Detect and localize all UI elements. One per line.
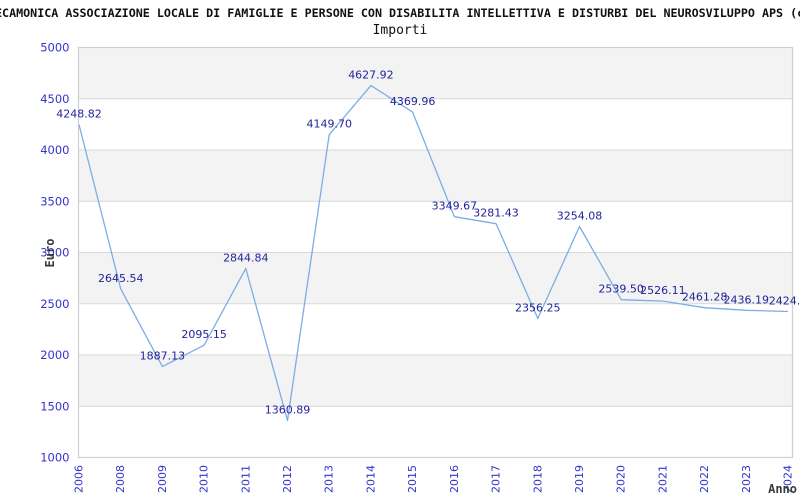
y-tick-label: 4500 (40, 92, 69, 106)
y-tick-label: 5000 (40, 41, 69, 55)
x-tick-label: 2022 (698, 465, 711, 493)
point-value-label: 4369.96 (390, 95, 436, 108)
y-tick-label: 4000 (40, 143, 69, 157)
plot-frame (77, 46, 794, 459)
y-tick-label: 2000 (40, 348, 69, 362)
y-tick-label: 1000 (40, 451, 69, 465)
x-tick-label: 2016 (448, 465, 461, 493)
point-value-label: 4149.70 (306, 118, 352, 131)
point-value-label: 2645.54 (98, 272, 144, 285)
plot-band (78, 252, 793, 304)
x-tick-label: 2014 (364, 465, 377, 493)
x-tick-label: 2008 (114, 465, 127, 493)
plot-band (78, 303, 793, 355)
x-tick-label: 2017 (490, 465, 503, 493)
report-title: ECAMONICA ASSOCIAZIONE LOCALE DI FAMIGLI… (0, 6, 800, 20)
x-tick-label: 2021 (656, 465, 669, 493)
series-line (78, 84, 789, 422)
x-tick-label: 2011 (239, 465, 252, 493)
y-axis-label: Euro (43, 238, 57, 268)
x-tick-label: 2020 (615, 465, 628, 493)
x-tick-label: 2010 (198, 465, 211, 493)
plot-band (78, 98, 793, 150)
x-tick-label: 2009 (156, 465, 169, 493)
plot-band (78, 47, 793, 99)
x-tick-label: 2023 (740, 465, 753, 493)
plot-band (78, 201, 793, 253)
point-value-label: 2356.25 (515, 301, 561, 314)
x-tick-label: 2018 (531, 465, 544, 493)
y-tick-label: 3500 (40, 194, 69, 208)
point-value-label: 4248.82 (56, 107, 102, 120)
point-value-label: 3281.43 (473, 207, 519, 220)
plot-band (78, 150, 793, 202)
x-axis-label: Anno (768, 482, 797, 496)
point-value-label: 2461.28 (682, 291, 728, 304)
y-tick-label: 2500 (40, 297, 69, 311)
point-value-label: 3349.67 (432, 200, 478, 213)
point-value-label: 2424.7 (769, 294, 800, 307)
x-tick-label: 2019 (573, 465, 586, 493)
x-tick-label: 2013 (323, 465, 336, 493)
point-value-label: 4627.92 (348, 69, 394, 82)
point-value-label: 2844.84 (223, 251, 269, 264)
point-value-label: 1887.13 (140, 350, 186, 363)
point-value-label: 2526.11 (640, 284, 686, 297)
plot-band (78, 406, 793, 458)
chart-title: Importi (372, 23, 428, 38)
x-tick-label: 2015 (406, 465, 419, 493)
y-tick-label: 1500 (40, 399, 69, 413)
point-value-label: 3254.08 (557, 209, 603, 222)
point-value-label: 2539.50 (598, 283, 644, 296)
x-tick-label: 2012 (281, 465, 294, 493)
plot-band (78, 355, 793, 407)
y-tick-label: 3000 (40, 246, 69, 260)
point-value-label: 2095.15 (181, 328, 227, 341)
x-tick-label: 2006 (73, 465, 86, 493)
point-value-label: 2436.19 (724, 293, 770, 306)
point-value-label: 1360.89 (265, 404, 311, 417)
x-tick-label: 2024 (782, 465, 795, 493)
